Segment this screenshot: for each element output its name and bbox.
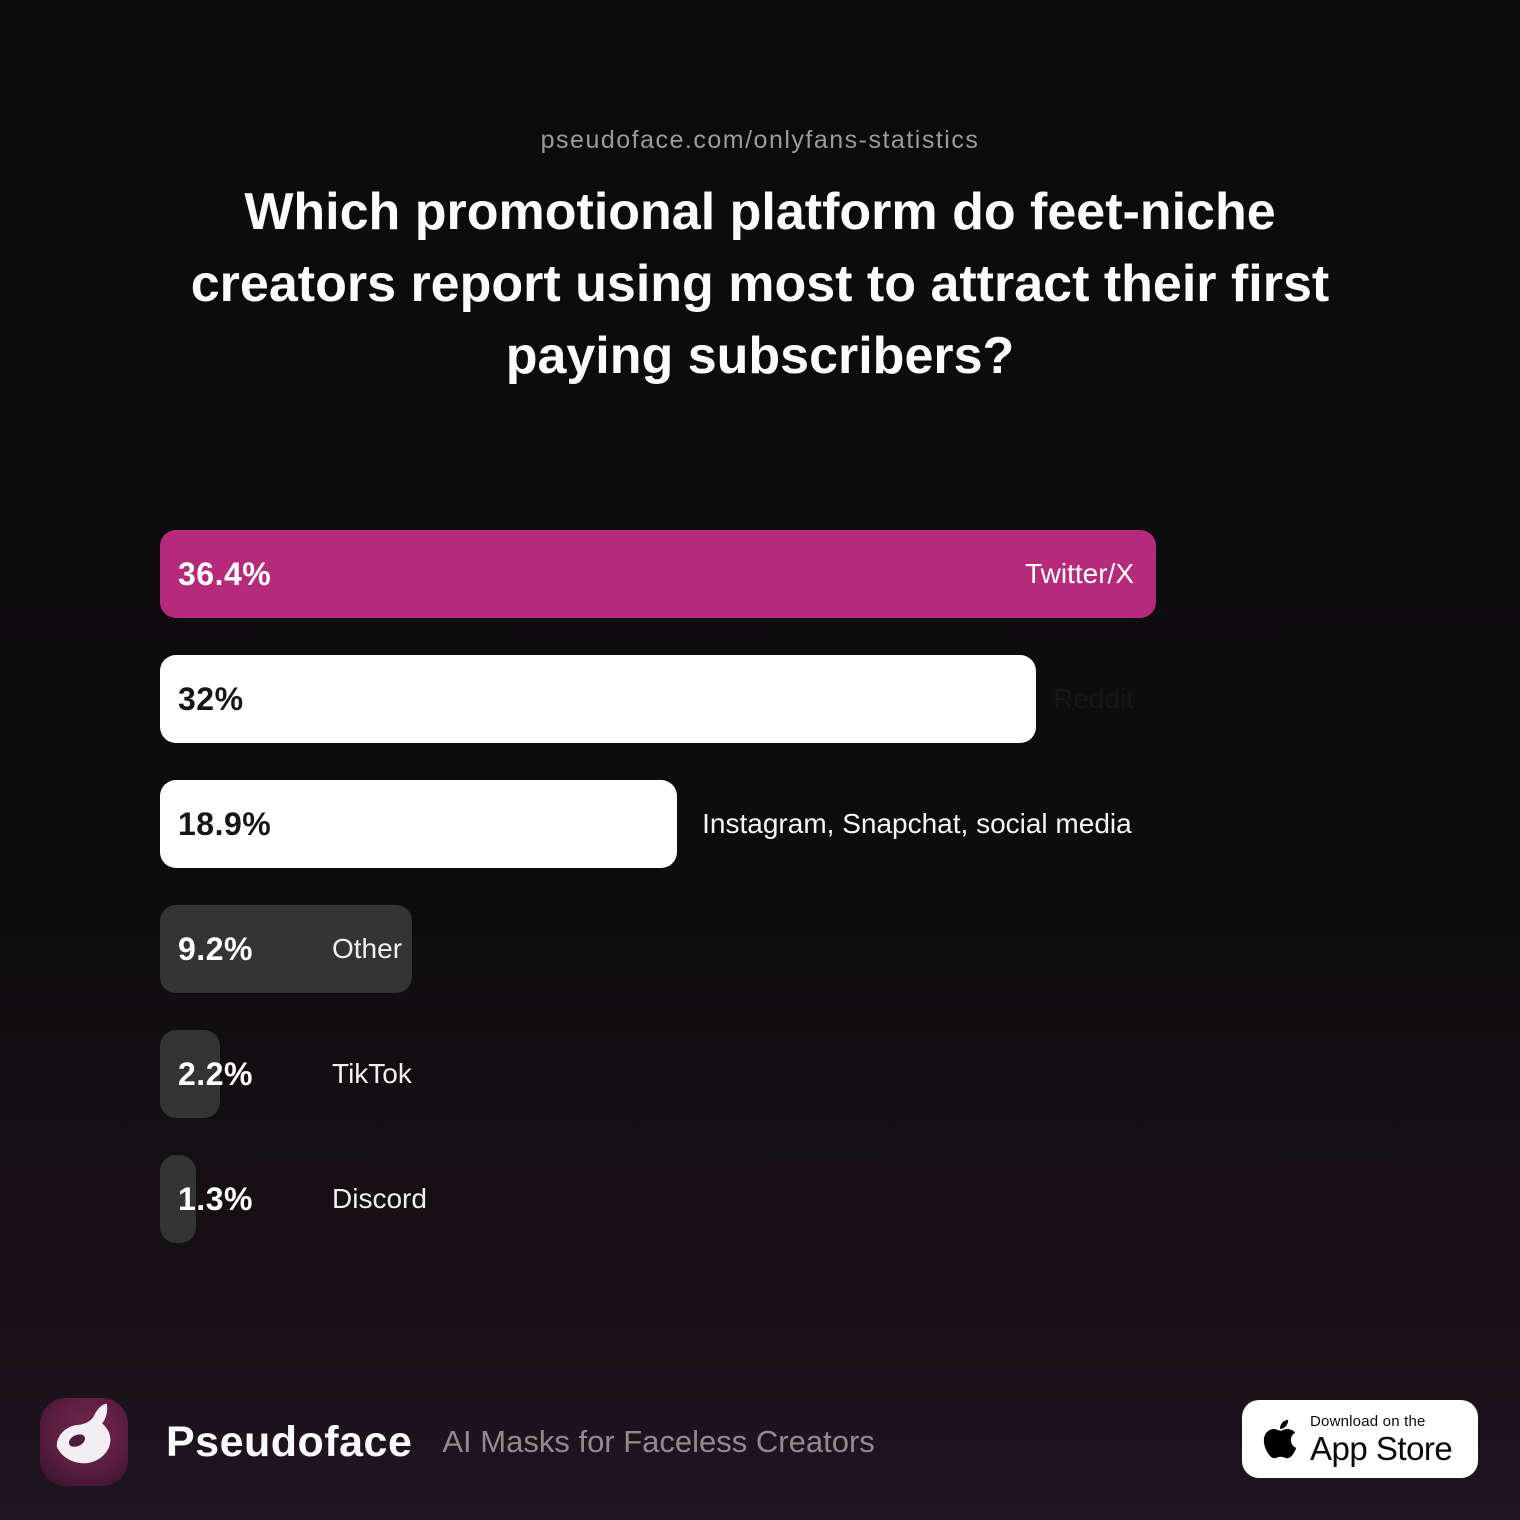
badge-line-1: Download on the: [1310, 1412, 1426, 1430]
chart-bar: [160, 905, 412, 993]
chart-row: 36.4% Twitter/X: [160, 530, 1156, 618]
chart-bar: [160, 780, 678, 868]
app-store-badge-text: Download on the App Store: [1310, 1412, 1453, 1467]
app-store-badge[interactable]: Download on the App Store: [1242, 1400, 1478, 1478]
footer-brand-row: Pseudoface AI Masks for Faceless Creator…: [40, 1398, 875, 1486]
chart-bar: [160, 655, 1036, 743]
bar-chart: 36.4% Twitter/X 32% Reddit 18.9% Instagr…: [160, 530, 1156, 1280]
page-title: Which promotional platform do feet-niche…: [60, 176, 1460, 392]
bar-label: TikTok: [332, 1058, 412, 1089]
apple-icon: [1263, 1419, 1297, 1459]
chart-bar: [160, 530, 1156, 618]
bar-label: Twitter/X: [1025, 558, 1134, 589]
badge-line-2: App Store: [1310, 1429, 1453, 1467]
bar-label: Discord: [332, 1183, 427, 1214]
bar-value: 18.9%: [178, 805, 272, 842]
chart-row: 9.2% Other: [160, 905, 1156, 993]
title-line-2: creators report using most to attract th…: [190, 255, 1330, 313]
title-line-1: Which promotional platform do feet-niche: [244, 183, 1276, 241]
bar-value: 32%: [178, 680, 244, 717]
title-line-3: paying subscribers?: [505, 327, 1015, 385]
chart-row: 2.2% TikTok: [160, 1030, 1156, 1118]
bar-value: 1.3%: [178, 1180, 253, 1217]
brand-name: Pseudoface: [166, 1417, 413, 1466]
chart-row: 32% Reddit: [160, 655, 1156, 743]
bar-label: Reddit: [1053, 683, 1134, 714]
bar-value: 36.4%: [178, 555, 272, 592]
brand-tagline: AI Masks for Faceless Creators: [442, 1424, 875, 1459]
bar-label: Other: [332, 933, 403, 964]
source-url: pseudoface.com/onlyfans-statistics: [540, 126, 980, 154]
bar-value: 9.2%: [178, 930, 253, 967]
chart-row: 1.3% Discord: [160, 1155, 1156, 1243]
chart-row: 18.9% Instagram, Snapchat, social media: [160, 780, 1156, 868]
bar-label: Instagram, Snapchat, social media: [702, 808, 1132, 839]
chart-bar: [160, 1030, 221, 1118]
bar-value: 2.2%: [178, 1055, 253, 1092]
pseudoface-mask-icon: [40, 1398, 128, 1486]
chart-bar: [160, 1155, 196, 1243]
